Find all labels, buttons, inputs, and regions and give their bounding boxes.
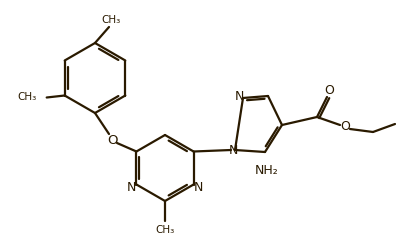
Text: N: N (234, 90, 244, 103)
Text: O: O (340, 121, 350, 134)
Text: O: O (324, 83, 334, 96)
Text: N: N (194, 181, 203, 194)
Text: N: N (228, 144, 238, 157)
Text: CH₃: CH₃ (101, 15, 121, 25)
Text: N: N (127, 181, 136, 194)
Text: NH₂: NH₂ (255, 164, 279, 176)
Text: CH₃: CH₃ (17, 92, 37, 103)
Text: O: O (108, 134, 118, 147)
Text: CH₃: CH₃ (155, 225, 175, 235)
